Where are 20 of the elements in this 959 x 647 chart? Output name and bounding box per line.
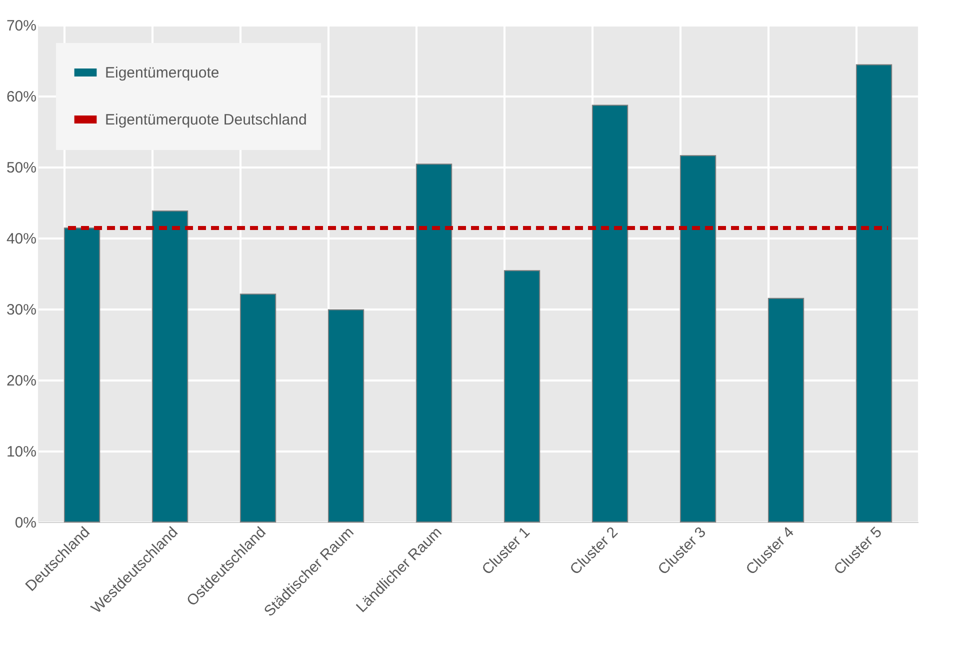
bar [152, 210, 188, 522]
bar [680, 155, 716, 522]
bar [64, 228, 100, 522]
y-tick-label: 0% [14, 514, 36, 532]
y-tick-label: 30% [6, 302, 36, 318]
bar [416, 164, 452, 522]
y-tick-label: 20% [6, 372, 36, 390]
y-tick-label: 50% [6, 160, 36, 176]
legend-label: Eigentümerquote Deutschland [105, 112, 307, 128]
y-tick-label: 70% [6, 18, 36, 34]
bar [856, 64, 892, 522]
y-tick-label: 10% [6, 444, 36, 460]
bar [592, 104, 628, 522]
bar [768, 298, 804, 522]
bar [240, 294, 276, 522]
y-tick-label: 60% [6, 88, 36, 106]
bar [504, 270, 540, 522]
legend-label: Eigentümerquote [105, 64, 220, 82]
y-tick-label: 40% [6, 230, 36, 248]
bar [328, 309, 364, 522]
